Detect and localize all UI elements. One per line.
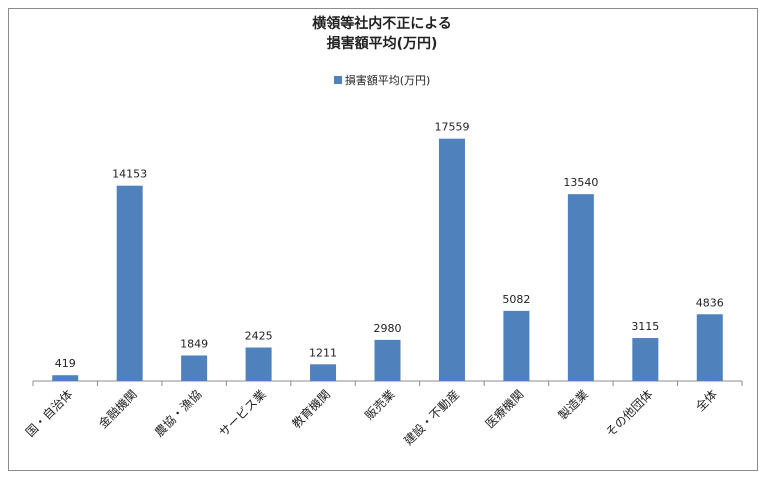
data-label: 1211 (309, 346, 337, 359)
category-label: 販売業 (362, 387, 398, 423)
category-label: その他団体 (603, 387, 655, 439)
category-label: 金融機関 (95, 387, 140, 432)
data-label: 2425 (245, 330, 273, 343)
category-label: 教育機関 (289, 387, 334, 432)
legend-swatch (333, 76, 342, 84)
chart-title-line1: 横領等社内不正による (312, 16, 452, 32)
data-label: 14153 (112, 168, 147, 181)
bar (245, 347, 272, 381)
data-label: 419 (55, 357, 76, 370)
category-label: 国・自治体 (23, 387, 75, 439)
chart-title-line2: 損害額平均(万円) (326, 36, 438, 52)
bar (438, 138, 465, 381)
chart-title: 横領等社内不正による 損害額平均(万円) (0, 14, 764, 54)
bar (374, 339, 401, 381)
data-label: 2980 (374, 322, 402, 335)
category-label: 全体 (692, 387, 720, 415)
data-label: 13540 (563, 176, 598, 189)
data-label: 4836 (696, 296, 724, 309)
category-label: 農協・漁協 (151, 387, 204, 440)
bar (567, 194, 594, 381)
legend: 損害額平均(万円) (0, 72, 764, 88)
bar (181, 355, 208, 381)
bar (632, 338, 659, 381)
category-label: サービス業 (216, 387, 268, 439)
legend-label: 損害額平均(万円) (344, 74, 431, 87)
data-label: 1849 (180, 337, 208, 350)
data-label: 5082 (502, 293, 530, 306)
bar (52, 375, 79, 381)
bar (310, 364, 337, 381)
bar (116, 185, 143, 381)
category-label: 建設・不動産 (401, 387, 463, 449)
data-label: 3115 (631, 320, 659, 333)
bar (696, 314, 723, 381)
bar (503, 310, 530, 381)
data-label: 17559 (434, 121, 469, 134)
category-label: 製造業 (556, 387, 591, 422)
category-label: 医療機関 (482, 387, 527, 432)
